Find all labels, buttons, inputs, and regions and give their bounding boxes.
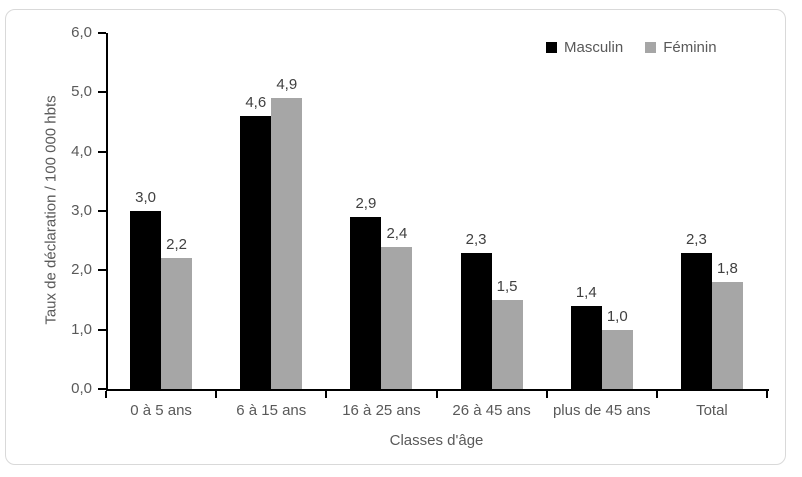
category-label: 6 à 15 ans	[236, 402, 307, 419]
category-label: 0 à 5 ans	[130, 402, 192, 419]
bar-feminin	[161, 258, 193, 389]
data-label-feminin: 1,0	[606, 307, 628, 325]
x-tick-mark	[325, 391, 328, 398]
feminin-swatch	[645, 42, 657, 53]
data-label-feminin: 2,4	[386, 224, 408, 242]
y-tick-mark	[98, 91, 106, 94]
data-label-masculin: 1,4	[575, 283, 597, 301]
y-tick-label: 2,0	[71, 261, 92, 279]
legend-item-masculin: Masculin	[546, 39, 623, 56]
category-label: Total	[696, 402, 728, 419]
x-axis-line	[106, 389, 769, 391]
y-tick-mark	[98, 328, 106, 331]
bar-masculin	[680, 252, 712, 389]
data-label-masculin: 2,9	[355, 194, 377, 212]
bar-feminin	[711, 282, 743, 389]
y-tick-label: 1,0	[71, 320, 92, 338]
masculin-swatch	[546, 42, 557, 53]
bar-feminin	[271, 98, 303, 389]
x-tick-mark	[655, 391, 658, 398]
y-tick-mark	[98, 32, 106, 34]
legend: Masculin Féminin	[546, 39, 717, 56]
y-axis-line	[106, 33, 108, 391]
bar-masculin	[240, 116, 272, 389]
x-tick-mark	[435, 391, 438, 398]
data-label-feminin: 1,5	[496, 278, 518, 295]
y-tick-mark	[98, 210, 106, 212]
y-tick-label: 6,0	[71, 24, 92, 41]
y-tick-mark	[98, 269, 106, 272]
bar-masculin	[350, 216, 382, 389]
data-label-masculin: 3,0	[135, 189, 156, 206]
y-tick-label: 0,0	[71, 380, 92, 397]
category-label: plus de 45 ans	[552, 402, 651, 419]
data-label-masculin: 2,3	[465, 230, 487, 248]
category-label: 26 à 45 ans	[452, 402, 531, 419]
x-tick-mark	[105, 391, 107, 398]
data-label-feminin: 2,2	[166, 236, 187, 254]
bar-masculin	[570, 305, 602, 389]
bar-feminin	[491, 300, 523, 389]
category-label: 16 à 25 ans	[342, 402, 421, 419]
x-tick-mark	[766, 391, 768, 398]
x-axis-title: Classes d'âge	[389, 432, 484, 449]
data-label-feminin: 1,8	[716, 260, 738, 278]
y-tick-mark	[98, 150, 106, 153]
bar-feminin	[381, 246, 413, 389]
data-label-masculin: 2,3	[685, 230, 707, 248]
legend-label-feminin: Féminin	[663, 39, 717, 56]
bar-masculin	[460, 252, 492, 389]
data-label-masculin: 4,6	[245, 94, 267, 112]
y-tick-label: 3,0	[71, 202, 92, 219]
y-tick-mark	[98, 388, 106, 390]
legend-item-feminin: Féminin	[645, 39, 717, 56]
x-tick-mark	[215, 391, 218, 398]
y-tick-label: 5,0	[71, 83, 92, 101]
x-tick-mark	[545, 391, 548, 398]
data-label-feminin: 4,9	[276, 76, 298, 94]
y-tick-label: 4,0	[71, 142, 92, 160]
legend-label-masculin: Masculin	[564, 39, 624, 56]
bar-masculin	[130, 211, 162, 389]
bar-feminin	[601, 329, 633, 389]
